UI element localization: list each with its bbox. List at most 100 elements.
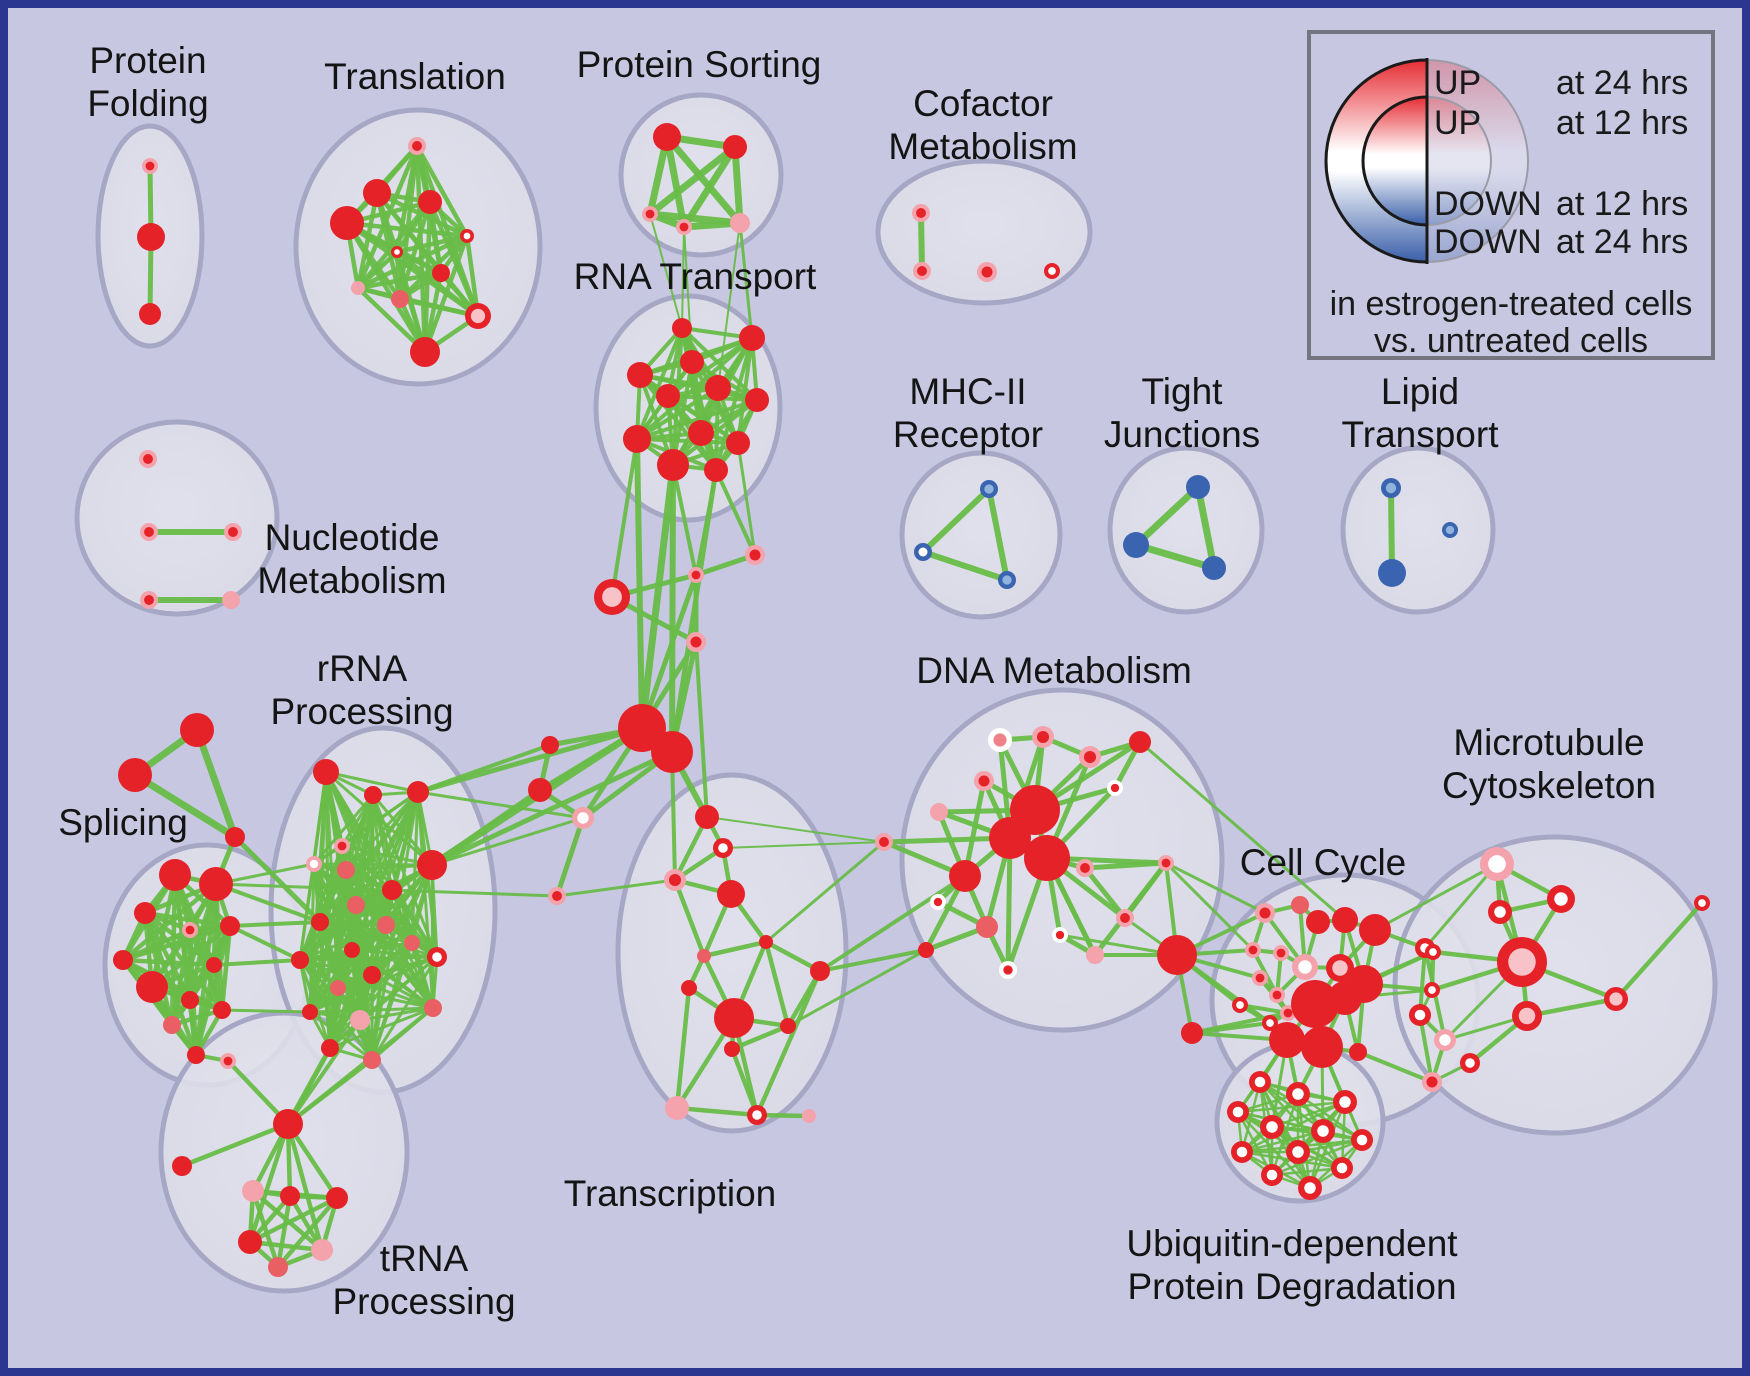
legend-inner-circle-12h-right bbox=[1426, 95, 1492, 227]
gene-node bbox=[1181, 1022, 1203, 1044]
cluster-label-protein-folding: Folding bbox=[87, 83, 208, 124]
cluster-ellipse-mhc2-receptor bbox=[899, 450, 1063, 620]
cluster-ellipse-nucleotide-metabolism bbox=[74, 419, 280, 617]
gene-node bbox=[134, 902, 156, 924]
gene-node bbox=[391, 290, 409, 308]
gene-node bbox=[291, 951, 309, 969]
cluster-ellipse-lipid-transport bbox=[1340, 445, 1496, 615]
edge bbox=[674, 985, 692, 1111]
edge bbox=[298, 958, 374, 977]
edge bbox=[1613, 900, 1705, 1002]
gene-node bbox=[714, 998, 754, 1038]
gene-node bbox=[1186, 475, 1210, 499]
gene-node bbox=[410, 337, 440, 367]
gene-node bbox=[739, 325, 765, 351]
cluster-ellipse-tight-junctions bbox=[1107, 445, 1265, 615]
legend-caption: in estrogen-treated cells bbox=[1330, 285, 1693, 323]
gene-node-center bbox=[228, 527, 238, 537]
edge bbox=[298, 955, 439, 962]
gene-node-center bbox=[1609, 992, 1623, 1006]
gene-node-center bbox=[1080, 863, 1090, 873]
gene-node bbox=[989, 817, 1031, 859]
gene-node-center bbox=[978, 775, 990, 787]
cluster-label-ubiquitin: Protein Degradation bbox=[1127, 1266, 1456, 1307]
edge bbox=[358, 1006, 435, 1022]
edge bbox=[179, 1121, 291, 1169]
bridge-edge bbox=[671, 463, 698, 577]
edge bbox=[639, 572, 699, 731]
bridge-edge bbox=[429, 787, 543, 868]
edge bbox=[355, 190, 380, 291]
bridge-edge bbox=[214, 882, 322, 924]
gene-node bbox=[1306, 910, 1330, 934]
bridge-edge bbox=[694, 640, 709, 819]
bridge-edge bbox=[1164, 861, 1255, 952]
edge bbox=[881, 835, 1013, 845]
bridge-edge bbox=[736, 441, 757, 557]
bridge-edge bbox=[638, 461, 677, 732]
gene-node bbox=[726, 431, 750, 455]
gene-node-center bbox=[1698, 899, 1706, 907]
gene-node bbox=[363, 1051, 381, 1069]
edge bbox=[663, 133, 688, 231]
gene-node-center bbox=[470, 308, 486, 324]
gene-node bbox=[1024, 835, 1070, 881]
edge bbox=[344, 220, 428, 355]
gene-node bbox=[268, 1257, 288, 1277]
bridge-edge bbox=[786, 948, 928, 1028]
edge bbox=[298, 958, 332, 1050]
edge bbox=[1388, 485, 1395, 576]
gene-node bbox=[1291, 896, 1309, 914]
edge bbox=[275, 1193, 293, 1270]
gene-node-center bbox=[1248, 945, 1258, 955]
gene-node bbox=[364, 786, 382, 804]
gene-node bbox=[199, 867, 233, 901]
bridge-edge bbox=[649, 213, 683, 329]
gene-node bbox=[802, 1109, 816, 1123]
edge bbox=[1270, 1166, 1344, 1177]
cluster-ellipse-cofactor-metabolism bbox=[875, 158, 1093, 306]
cluster-label-dna-metabolism: DNA Metabolism bbox=[916, 650, 1192, 691]
gene-node bbox=[417, 850, 447, 880]
edge bbox=[427, 199, 481, 319]
edge bbox=[247, 1239, 325, 1253]
gene-node-center bbox=[1254, 1076, 1266, 1088]
gene-node bbox=[326, 1187, 348, 1209]
gene-node-center bbox=[1336, 1162, 1348, 1174]
gene-node-center bbox=[1110, 783, 1120, 793]
edge bbox=[187, 997, 199, 1058]
gene-node-center bbox=[1232, 1106, 1244, 1118]
edge bbox=[763, 939, 823, 974]
gene-node-center bbox=[1272, 990, 1282, 1000]
edge bbox=[1240, 1100, 1347, 1154]
gene-node-center bbox=[143, 454, 153, 464]
bridge-edge bbox=[416, 743, 552, 794]
legend-direction-label: UP bbox=[1434, 104, 1481, 142]
gene-node bbox=[697, 949, 711, 963]
gene-node-center bbox=[916, 208, 926, 218]
bridge-edge bbox=[714, 468, 757, 557]
cluster-label-rna-transport: RNA Transport bbox=[574, 256, 817, 297]
bridge-edge bbox=[670, 750, 677, 882]
gene-node bbox=[424, 999, 442, 1017]
gene-node-center bbox=[1426, 1076, 1438, 1088]
edge bbox=[120, 923, 233, 963]
bridge-edge bbox=[1164, 861, 1267, 915]
edge bbox=[422, 233, 470, 355]
gene-node bbox=[1123, 532, 1149, 558]
gene-node bbox=[976, 916, 998, 938]
edge bbox=[193, 726, 239, 841]
gene-node bbox=[187, 1046, 205, 1064]
gene-node bbox=[1129, 731, 1151, 753]
edge bbox=[149, 872, 178, 990]
bridge-edge bbox=[416, 790, 585, 820]
gene-node-center bbox=[1445, 525, 1455, 535]
gene-node bbox=[363, 966, 381, 984]
edge bbox=[646, 143, 739, 218]
gene-node-center bbox=[1083, 750, 1097, 764]
gene-node-center bbox=[412, 141, 422, 151]
edge bbox=[397, 296, 481, 319]
gene-node bbox=[407, 781, 429, 803]
bridge-edge bbox=[694, 468, 718, 577]
edge bbox=[680, 143, 739, 231]
